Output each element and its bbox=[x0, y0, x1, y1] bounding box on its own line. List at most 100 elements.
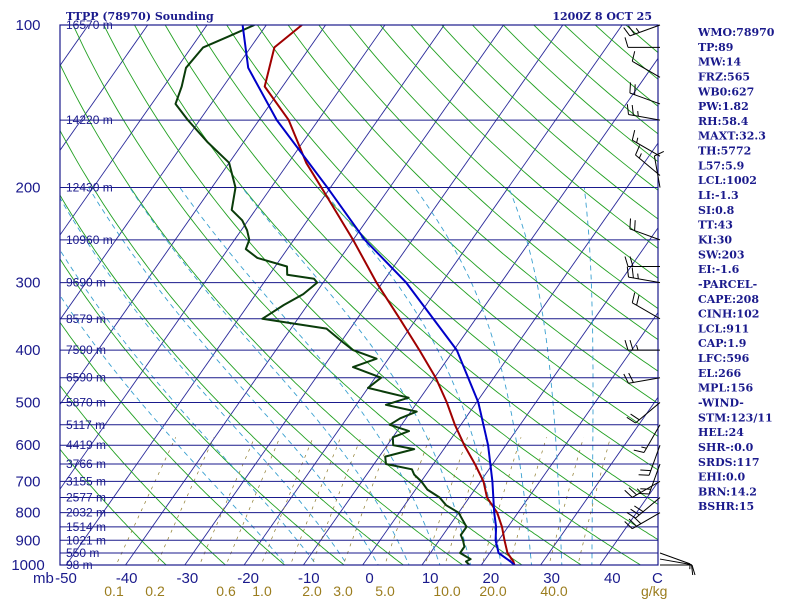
pressure-unit-label: mb bbox=[33, 570, 54, 587]
index-entry: WMO:78970 bbox=[697, 26, 775, 39]
height-label: 4419 m bbox=[66, 438, 106, 452]
wind-barb-flag bbox=[628, 518, 637, 527]
wind-barb-flag bbox=[632, 516, 642, 525]
index-entry: -PARCEL- bbox=[698, 278, 757, 291]
wind-barb bbox=[631, 292, 661, 320]
moist-adiabat-line bbox=[88, 187, 379, 565]
mixing-ratio-unit-label: g/kg bbox=[641, 583, 667, 599]
wind-barb-flag bbox=[634, 84, 636, 95]
dry-adiabat-line bbox=[133, 25, 658, 541]
background-grid bbox=[60, 25, 658, 565]
index-entry: CINH:102 bbox=[698, 308, 759, 321]
wind-barb-flag bbox=[629, 256, 634, 267]
dry-adiabat-line bbox=[60, 194, 405, 565]
wind-barb-half-flag bbox=[636, 344, 639, 351]
wind-barb-flag bbox=[631, 104, 634, 116]
height-label: 6590 m bbox=[66, 371, 106, 385]
dry-adiabat-line bbox=[60, 258, 345, 565]
height-label: 7590 m bbox=[66, 343, 106, 357]
index-entry: MW:14 bbox=[698, 56, 741, 69]
wind-barbs bbox=[623, 24, 696, 576]
wind-barb-flag bbox=[633, 449, 645, 453]
mixing-ratio-tick-label: 2.0 bbox=[302, 583, 322, 599]
wind-barb-flag bbox=[624, 339, 629, 351]
height-label: 1021 m bbox=[66, 533, 106, 547]
wind-barb-flag bbox=[691, 564, 694, 576]
wind-barb-flag bbox=[624, 489, 633, 498]
wind-barb-half-flag bbox=[635, 28, 640, 33]
height-label: 14220 m bbox=[66, 113, 113, 127]
mixing-ratio-tick-label: 40.0 bbox=[540, 583, 567, 599]
wind-barb-flag bbox=[627, 25, 636, 35]
wind-barb-flag bbox=[634, 220, 636, 231]
parcel-profile bbox=[241, 25, 516, 565]
index-entry: TH:5772 bbox=[698, 145, 751, 158]
dry-adiabat-line bbox=[287, 25, 658, 372]
wind-barb-flag bbox=[640, 469, 651, 472]
index-entry: EHI:0.0 bbox=[698, 471, 745, 484]
pressure-tick-label: 300 bbox=[15, 275, 40, 292]
moist-adiabat-line bbox=[508, 187, 563, 565]
dry-adiabat-line bbox=[318, 25, 658, 341]
isotherm-line bbox=[60, 25, 326, 406]
index-entry: RH:58.4 bbox=[698, 115, 749, 128]
wind-barb-flag bbox=[624, 37, 629, 48]
isotherm-line bbox=[125, 25, 504, 565]
wind-barb-staff bbox=[643, 424, 661, 453]
index-entry: EI:-1.6 bbox=[698, 263, 740, 276]
mixing-ratio-tick-label: 1.0 bbox=[252, 583, 272, 599]
wind-barb-flag bbox=[629, 218, 631, 229]
index-entry: L57:5.9 bbox=[698, 159, 744, 172]
wind-barb-staff bbox=[659, 552, 691, 565]
height-label: 16570 m bbox=[66, 18, 113, 32]
height-label: 5117 m bbox=[66, 418, 105, 432]
wind-barb-flag bbox=[631, 51, 636, 62]
dry-adiabat-line bbox=[60, 448, 167, 565]
wind-barb-staff bbox=[628, 114, 661, 121]
index-entry: BRN:14.2 bbox=[698, 485, 757, 498]
dry-adiabat-line bbox=[563, 25, 658, 107]
isotherm-line bbox=[60, 25, 386, 490]
height-label: 9690 m bbox=[66, 276, 106, 290]
pressure-tick-label: 100 bbox=[15, 17, 40, 34]
index-entry: EL:266 bbox=[698, 367, 741, 380]
temperature-tick-label: 10 bbox=[422, 570, 439, 587]
mixing-ratio-tick-label: 5.0 bbox=[375, 583, 395, 599]
mixing-ratio-tick-label: 3.0 bbox=[333, 583, 353, 599]
wind-barb bbox=[631, 51, 661, 78]
pressure-tick-label: 700 bbox=[15, 473, 40, 490]
index-entry: HEL:24 bbox=[698, 426, 744, 439]
wind-barb bbox=[624, 256, 661, 267]
moist-adiabat-line bbox=[60, 294, 287, 565]
temperature-tick-label: -30 bbox=[177, 570, 199, 587]
moist-adiabat-line bbox=[60, 249, 318, 565]
mixing-ratio-line bbox=[156, 437, 215, 565]
index-entry: LFC:596 bbox=[698, 352, 750, 365]
moist-adiabat-line bbox=[583, 187, 594, 565]
mixing-ratio-line bbox=[199, 437, 256, 565]
index-entry: SI:0.8 bbox=[698, 204, 735, 217]
temperature-tick-label: -40 bbox=[116, 570, 138, 587]
wind-barb bbox=[638, 463, 661, 495]
wind-barb-flag bbox=[636, 294, 640, 306]
mixing-ratio-line bbox=[508, 437, 547, 565]
pressure-tick-label: 400 bbox=[15, 342, 40, 359]
pressure-tick-label: 800 bbox=[15, 505, 40, 522]
wind-barb-half-flag bbox=[636, 488, 642, 493]
wind-barb-flag bbox=[638, 492, 650, 495]
mixing-ratio-line bbox=[225, 437, 281, 565]
isotherm-line bbox=[362, 142, 658, 565]
wind-barb-half-flag bbox=[636, 137, 639, 143]
dry-adiabat-line bbox=[103, 25, 642, 565]
wind-barb-half-flag bbox=[637, 111, 639, 117]
wind-barb bbox=[624, 512, 661, 530]
plot-frame bbox=[59, 24, 659, 566]
height-label: 98 m bbox=[66, 558, 93, 572]
wind-barb-flag bbox=[626, 266, 629, 278]
mixing-ratio-tick-label: 0.6 bbox=[216, 583, 236, 599]
index-entry: LCL:1002 bbox=[698, 174, 757, 187]
wind-barb-staff bbox=[635, 402, 661, 424]
index-entry: TP:89 bbox=[698, 41, 733, 54]
index-entry: -WIND- bbox=[698, 397, 744, 410]
mixing-ratio-line bbox=[115, 437, 177, 565]
